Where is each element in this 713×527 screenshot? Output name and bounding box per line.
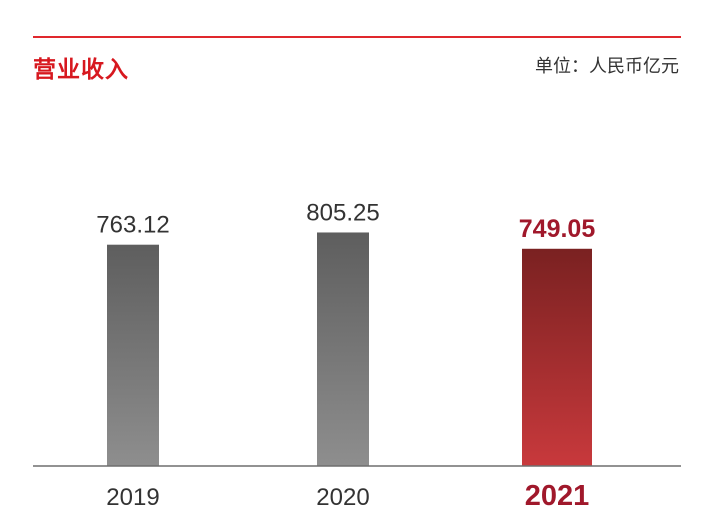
top-rule bbox=[33, 36, 681, 38]
unit-label: 单位：人民币亿元 bbox=[535, 56, 679, 77]
bar-2021 bbox=[522, 248, 592, 466]
chart-title: 营业收入 bbox=[33, 57, 129, 83]
category-label-2019: 2019 bbox=[106, 484, 159, 511]
value-label-2020: 805.25 bbox=[306, 199, 379, 226]
bar-2020 bbox=[317, 232, 369, 466]
value-label-2019: 763.12 bbox=[96, 212, 169, 239]
category-label-2020: 2020 bbox=[316, 484, 369, 511]
bar-2019 bbox=[107, 244, 159, 466]
category-label-2021: 2021 bbox=[525, 480, 590, 512]
value-label-2021: 749.05 bbox=[519, 215, 596, 243]
